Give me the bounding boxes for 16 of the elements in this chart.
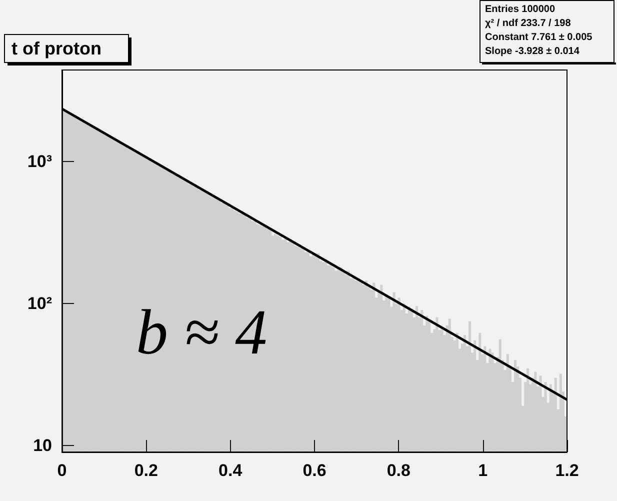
y-tick-label: 10² [27, 294, 52, 313]
x-tick-label: 0.6 [302, 461, 326, 480]
x-tick-label: 1 [478, 461, 488, 480]
x-tick-label: 1.2 [555, 461, 579, 480]
text: Slope -3.928 ± 0.014 [485, 46, 580, 57]
x-tick-label: 0 [57, 461, 67, 480]
text: Entries 100000 [485, 4, 556, 15]
y-tick-label: 10 [33, 436, 52, 455]
x-tick-label: 0.8 [386, 461, 410, 480]
text: χ² / ndf 233.7 / 198 [485, 18, 572, 29]
y-tick-label: 10³ [27, 152, 52, 171]
x-tick-label: 0.2 [134, 461, 158, 480]
annotation: b ≈ 4 [136, 296, 268, 368]
text: Constant 7.761 ± 0.005 [485, 32, 593, 43]
chart-title: t of proton [12, 38, 102, 58]
x-tick-label: 0.4 [218, 461, 243, 480]
